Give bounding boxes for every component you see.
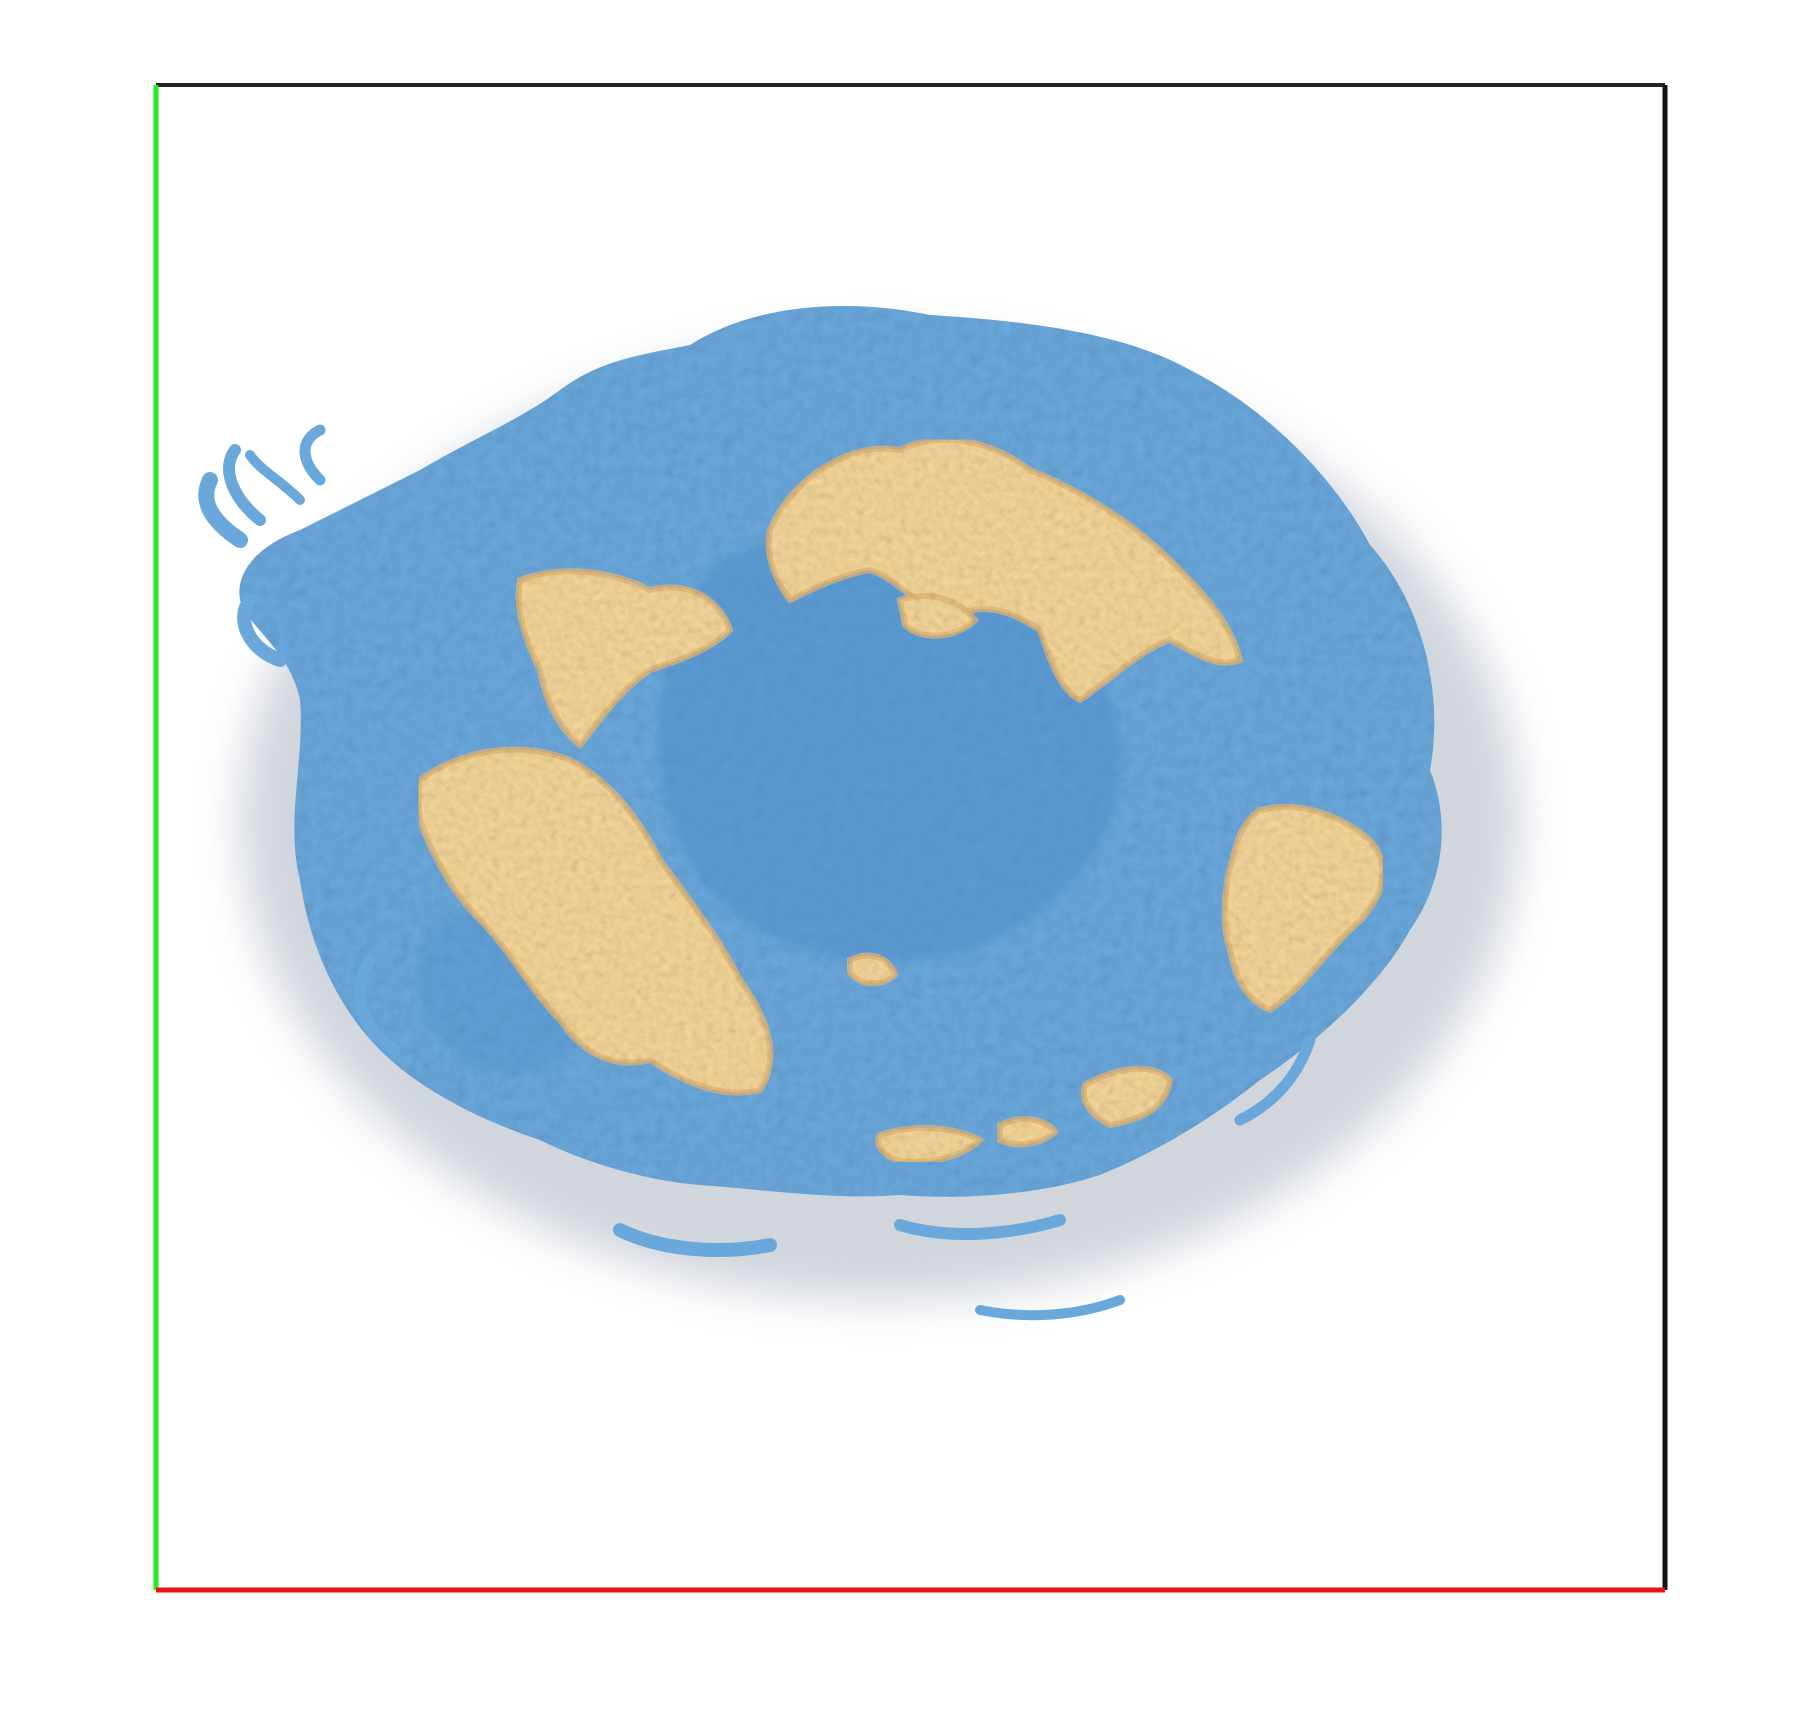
bounding-box: [153, 83, 1668, 1593]
inner-shading: [417, 538, 1122, 1074]
hotspot-regions: [415, 436, 1386, 1165]
left-filaments: [198, 424, 1316, 1321]
